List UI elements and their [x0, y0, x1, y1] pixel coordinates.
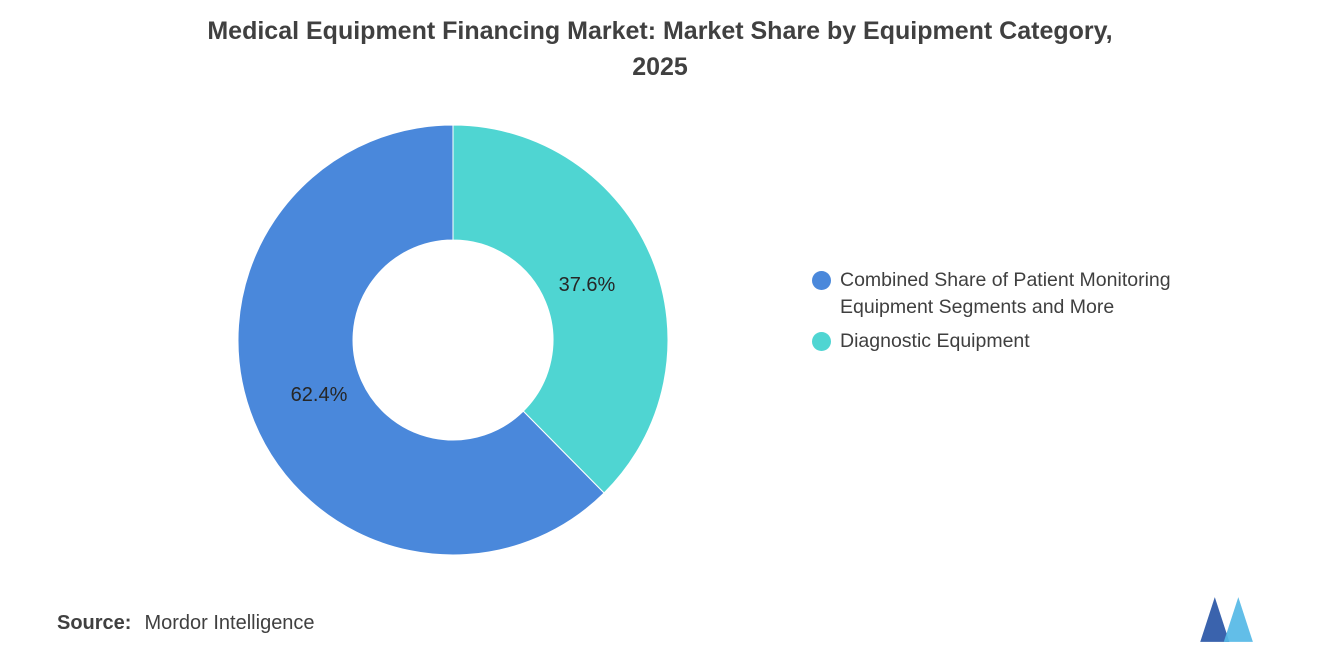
- chart-legend: Combined Share of Patient Monitoring Equ…: [812, 267, 1240, 355]
- logo-right-peak: [1223, 597, 1253, 642]
- slice-value-label: 37.6%: [559, 274, 616, 296]
- source-line: Source: Mordor Intelligence: [57, 612, 315, 635]
- legend-marker-combined-share: [812, 271, 831, 290]
- source-prefix: Source:: [57, 612, 132, 634]
- legend-item-combined-share: Combined Share of Patient Monitoring Equ…: [812, 267, 1240, 321]
- source-text: Mordor Intelligence: [144, 612, 315, 634]
- donut-chart-svg: 37.6% 62.4%: [237, 124, 669, 556]
- slice-value-label: 62.4%: [291, 384, 348, 406]
- chart-title-line1: Medical Equipment Financing Market: Mark…: [207, 17, 1113, 45]
- donut-slice: [452, 124, 669, 494]
- mordor-intelligence-logo: [1200, 597, 1253, 642]
- legend-label-diagnostic-equipment: Diagnostic Equipment: [840, 330, 1030, 352]
- donut-slice: [237, 124, 605, 556]
- legend-label-combined-share: Combined Share of Patient Monitoring Equ…: [840, 269, 1171, 318]
- legend-item-diagnostic-equipment: Diagnostic Equipment: [812, 328, 1240, 355]
- chart-title: Medical Equipment Financing Market: Mark…: [0, 14, 1320, 85]
- logo-left-peak: [1200, 597, 1230, 642]
- legend-marker-diagnostic-equipment: [812, 332, 831, 351]
- chart-title-line2: 2025: [632, 52, 688, 81]
